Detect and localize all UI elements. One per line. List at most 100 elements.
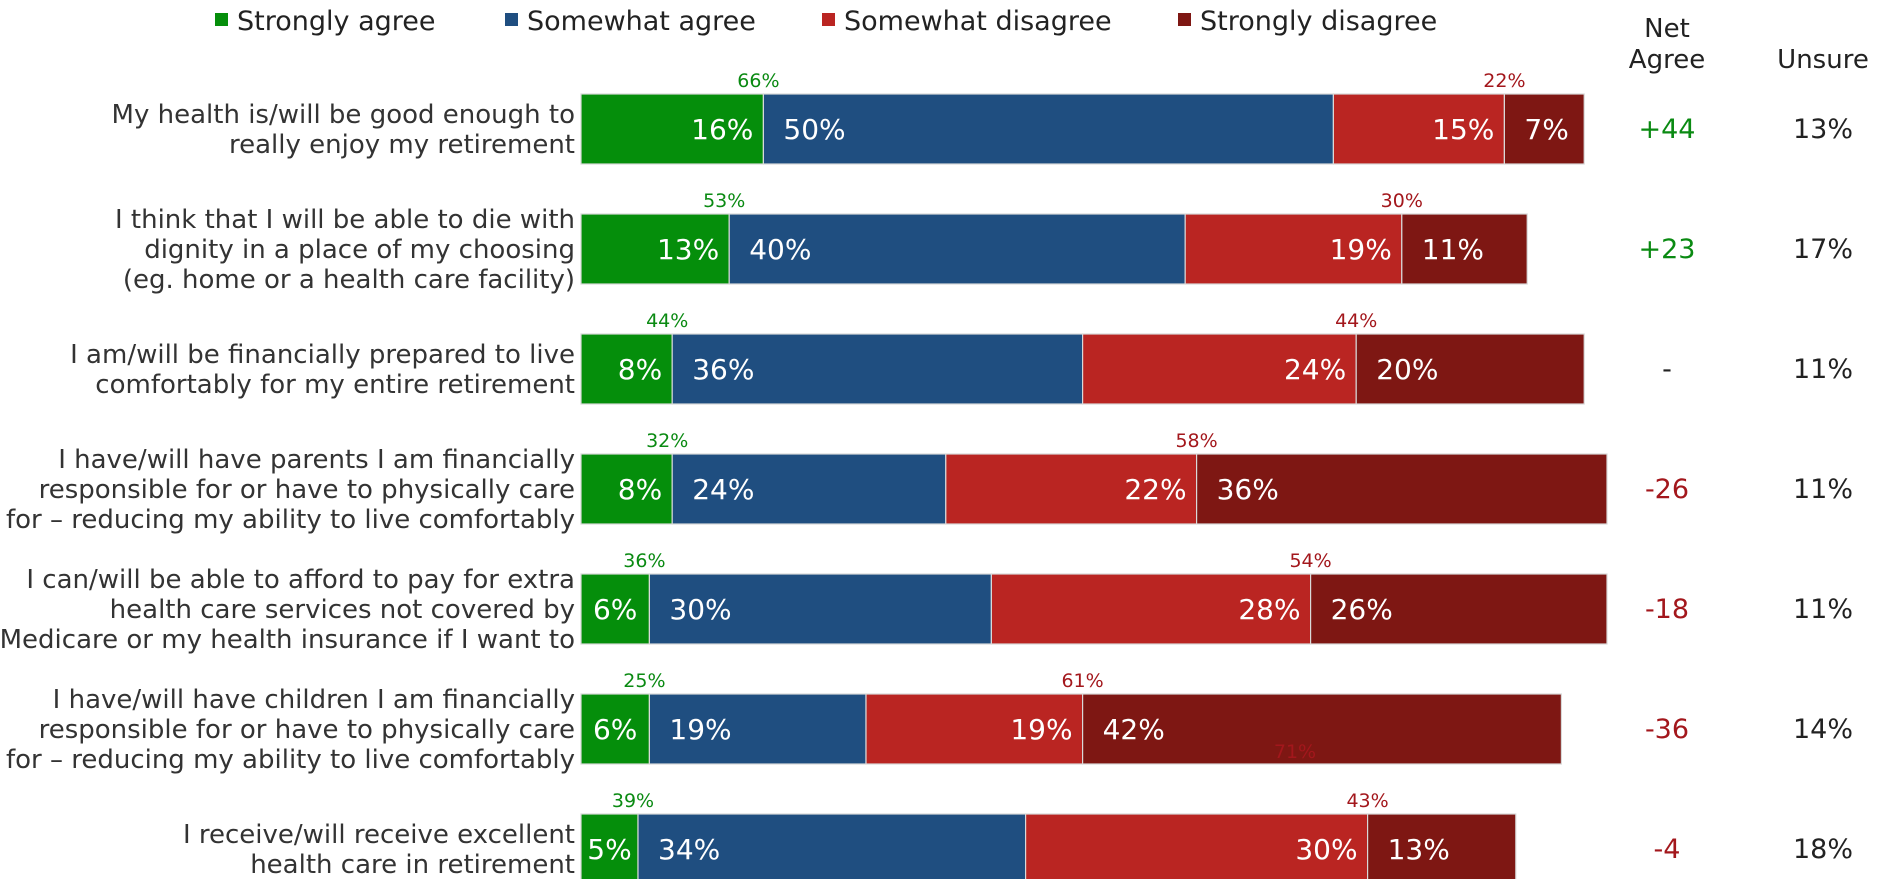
bar-segment-strongly-agree	[580, 573, 651, 645]
bar-segment-somewhat-disagree	[1184, 213, 1403, 285]
bar-segment-somewhat-disagree	[990, 573, 1312, 645]
unsure-value: 13%	[1793, 114, 1853, 145]
bar-label-strongly-agree: 8%	[618, 353, 662, 386]
unsure-value: 17%	[1793, 234, 1853, 265]
category-label: I have/will have parents I am financiall…	[6, 445, 575, 535]
chart-row: I have/will have children I am financial…	[6, 670, 1853, 775]
column-headers: Net Agree Unsure	[1629, 14, 1869, 75]
net-agree-header: Net Agree	[1629, 14, 1705, 75]
category-label: I have/will have children I am financial…	[6, 685, 575, 775]
bar-segment-somewhat-disagree	[1332, 93, 1506, 165]
bar-segment-somewhat-disagree	[1024, 813, 1369, 879]
unsure-value: 11%	[1793, 474, 1853, 505]
bar-label-strongly-disagree: 42%	[1103, 713, 1165, 746]
agree-total-label: 25%	[623, 670, 665, 692]
bar-label-strongly-agree: 6%	[593, 593, 637, 626]
chart-row: I think that I will be able to die with d…	[115, 190, 1853, 295]
net-agree-value: +23	[1639, 234, 1696, 265]
bar-label-somewhat-disagree: 19%	[1330, 233, 1392, 266]
bar-label-somewhat-agree: 30%	[669, 593, 731, 626]
disagree-total-label: 54%	[1289, 550, 1331, 572]
bar-label-strongly-disagree: 7%	[1524, 113, 1568, 146]
chart-row: I receive/will receive excellent health c…	[183, 790, 1853, 879]
annotation-label: 71%	[1274, 741, 1316, 763]
bar-segment-strongly-disagree	[1366, 813, 1517, 879]
bar-label-strongly-disagree: 13%	[1388, 833, 1450, 866]
category-label: I think that I will be able to die with d…	[115, 205, 575, 295]
unsure-value: 18%	[1793, 834, 1853, 865]
legend-label-strongly-disagree: Strongly disagree	[1200, 6, 1437, 37]
bar-label-strongly-agree: 6%	[593, 713, 637, 746]
bar-label-somewhat-disagree: 24%	[1284, 353, 1346, 386]
bar-segment-somewhat-disagree	[1081, 333, 1357, 405]
bar-segment-strongly-disagree	[1401, 213, 1528, 285]
legend-swatch-somewhat-agree	[505, 13, 518, 26]
agree-total-label: 44%	[646, 310, 688, 332]
disagree-total-label: 58%	[1175, 430, 1217, 452]
bar-segment-somewhat-agree	[671, 453, 947, 525]
bar-label-somewhat-agree: 19%	[669, 713, 731, 746]
disagree-total-label: 61%	[1061, 670, 1103, 692]
disagree-total-label: 44%	[1335, 310, 1377, 332]
bar-label-somewhat-agree: 36%	[692, 353, 754, 386]
net-agree-value: -26	[1645, 474, 1689, 505]
bar-label-strongly-agree: 8%	[618, 473, 662, 506]
bar-segment-somewhat-disagree	[865, 693, 1084, 765]
net-agree-value: -	[1662, 354, 1672, 385]
chart-row: I can/will be able to afford to pay for …	[0, 550, 1853, 655]
chart-row: I have/will have parents I am financiall…	[6, 430, 1853, 535]
bar-segment-strongly-agree	[580, 453, 673, 525]
bar-segment-somewhat-agree	[728, 213, 1186, 285]
bar-segment-strongly-disagree	[1195, 453, 1608, 525]
bar-segment-somewhat-agree	[637, 813, 1027, 879]
bar-segment-strongly-agree	[580, 213, 730, 285]
category-label: I can/will be able to afford to pay for …	[0, 565, 575, 655]
unsure-header: Unsure	[1777, 45, 1869, 75]
legend-swatch-strongly-agree	[215, 13, 228, 26]
legend: Strongly agree Somewhat agree Somewhat dis…	[215, 6, 1437, 37]
category-label: My health is/will be good enough to reall…	[112, 100, 575, 160]
bar-label-strongly-disagree: 11%	[1422, 233, 1484, 266]
bar-label-strongly-agree: 13%	[657, 233, 719, 266]
bar-segment-somewhat-agree	[671, 333, 1084, 405]
bar-segment-strongly-disagree	[1503, 93, 1585, 165]
disagree-total-label: 43%	[1346, 790, 1388, 812]
bar-label-somewhat-disagree: 19%	[1010, 713, 1072, 746]
legend-swatch-somewhat-disagree	[822, 13, 835, 26]
net-agree-value: -36	[1645, 714, 1689, 745]
net-agree-value: -18	[1645, 594, 1689, 625]
unsure-value: 11%	[1793, 594, 1853, 625]
bar-segment-somewhat-agree	[648, 573, 993, 645]
bar-label-somewhat-disagree: 22%	[1124, 473, 1186, 506]
bar-label-somewhat-disagree: 30%	[1295, 833, 1357, 866]
agree-total-label: 32%	[646, 430, 688, 452]
agree-total-label: 39%	[612, 790, 654, 812]
bar-segment-strongly-disagree	[1081, 693, 1562, 765]
disagree-total-label: 22%	[1483, 70, 1525, 92]
bar-segment-strongly-agree	[580, 333, 673, 405]
chart-rows: My health is/will be good enough to reall…	[0, 70, 1853, 879]
net-agree-value: -4	[1654, 834, 1681, 865]
legend-label-somewhat-disagree: Somewhat disagree	[844, 6, 1112, 37]
bar-label-somewhat-disagree: 15%	[1432, 113, 1494, 146]
bar-segment-strongly-disagree	[1309, 573, 1608, 645]
bar-label-somewhat-agree: 40%	[749, 233, 811, 266]
bar-segment-strongly-agree	[580, 93, 764, 165]
agree-total-label: 36%	[623, 550, 665, 572]
disagree-total-label: 30%	[1381, 190, 1423, 212]
bar-segment-somewhat-disagree	[945, 453, 1198, 525]
bar-label-somewhat-disagree: 28%	[1238, 593, 1300, 626]
bar-label-somewhat-agree: 34%	[658, 833, 720, 866]
bar-label-somewhat-agree: 50%	[783, 113, 845, 146]
legend-swatch-strongly-disagree	[1178, 13, 1191, 26]
unsure-value: 11%	[1793, 354, 1853, 385]
bar-label-strongly-disagree: 36%	[1217, 473, 1279, 506]
agree-total-label: 66%	[737, 70, 779, 92]
bar-label-strongly-disagree: 26%	[1331, 593, 1393, 626]
bar-segment-somewhat-agree	[648, 693, 867, 765]
bar-label-somewhat-agree: 24%	[692, 473, 754, 506]
bar-label-strongly-disagree: 20%	[1376, 353, 1438, 386]
category-label: I am/will be financially prepared to liv…	[70, 340, 575, 400]
category-label: I receive/will receive excellent health c…	[183, 820, 575, 879]
